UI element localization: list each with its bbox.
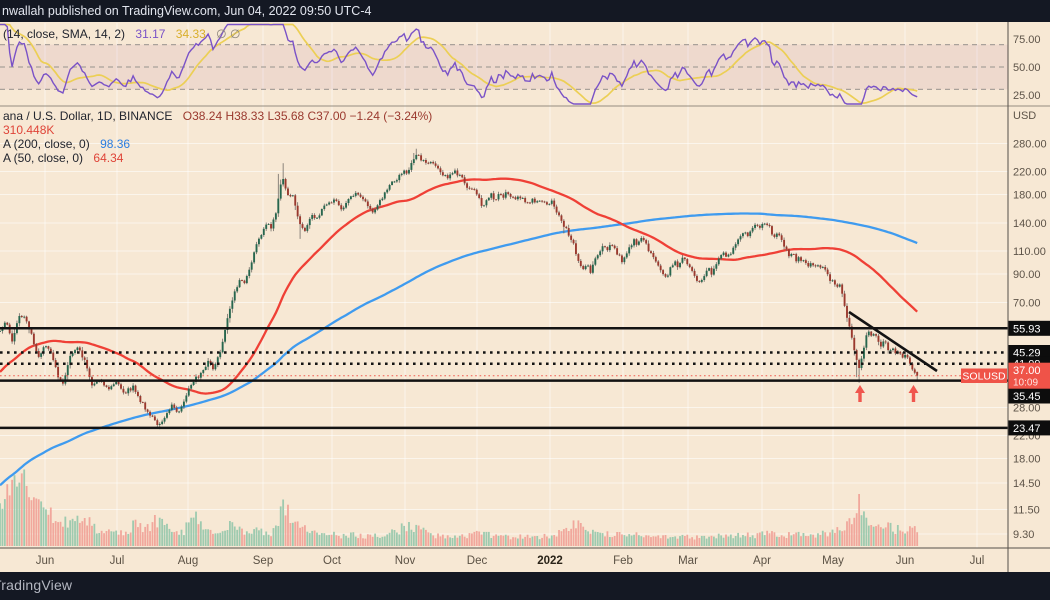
volume-legend: 310.448K — [3, 123, 61, 137]
horizontal-levels[interactable] — [0, 327, 1008, 430]
svg-text:9.30: 9.30 — [1013, 529, 1034, 541]
svg-text:220.00: 220.00 — [1013, 166, 1047, 178]
svg-text:Oct: Oct — [323, 555, 342, 567]
rsi-value: 31.17 — [135, 27, 166, 41]
svg-text:SOLUSD: SOLUSD — [962, 371, 1006, 383]
svg-text:Jun: Jun — [36, 555, 55, 567]
svg-text:Sep: Sep — [253, 555, 273, 567]
svg-text:Mar: Mar — [678, 555, 698, 567]
symbol-title: ana / U.S. Dollar, 1D, BINANCE — [3, 109, 173, 123]
brand-bar: TradingView — [0, 572, 1050, 600]
ma50-legend: A (50, close, 0) 64.34 — [3, 151, 130, 165]
ma200-label: A (200, close, 0) — [3, 137, 90, 151]
price-axis[interactable]: USD 280.00 220.00 180.00 140.00 110.00 90.00 70… — [1013, 34, 1047, 541]
chart-background — [0, 22, 1050, 572]
ma200-value: 98.36 — [100, 137, 131, 151]
svg-text:90.00: 90.00 — [1013, 269, 1041, 281]
rsi-legend: (14, close, SMA, 14, 2) 31.17 34.33 ∅ ∅ — [3, 27, 247, 41]
svg-text:280.00: 280.00 — [1013, 139, 1047, 151]
up-arrow-marker[interactable] — [908, 385, 919, 402]
svg-text:35.45: 35.45 — [1013, 391, 1041, 403]
rsi-sma-value: 34.33 — [175, 27, 206, 41]
rsi-plot — [0, 23, 918, 105]
up-arrow-marker[interactable] — [855, 385, 865, 402]
svg-text:50.00: 50.00 — [1013, 62, 1041, 74]
svg-text:180.00: 180.00 — [1013, 189, 1047, 201]
svg-text:37.00: 37.00 — [1013, 365, 1041, 377]
svg-text:28.00: 28.00 — [1013, 403, 1041, 415]
grid-layer — [0, 23, 1008, 548]
symbol-price-tag — [961, 368, 1007, 383]
ma50-line — [0, 177, 918, 395]
ma50-label: A (50, close, 0) — [3, 151, 84, 165]
svg-text:10:09: 10:09 — [1013, 378, 1038, 389]
svg-text:Jul: Jul — [110, 555, 125, 567]
ma50-value: 64.34 — [93, 151, 124, 165]
svg-text:USD: USD — [1013, 110, 1036, 122]
svg-text:May: May — [822, 555, 844, 567]
volume-bars — [0, 469, 919, 546]
svg-text:Feb: Feb — [613, 555, 633, 567]
svg-text:25.00: 25.00 — [1013, 90, 1041, 102]
svg-text:14.50: 14.50 — [1013, 478, 1041, 490]
svg-text:11.50: 11.50 — [1013, 505, 1040, 517]
svg-text:Dec: Dec — [467, 555, 488, 567]
svg-text:Apr: Apr — [753, 555, 771, 567]
svg-text:140.00: 140.00 — [1013, 218, 1047, 230]
volume-value: 310.448K — [3, 123, 55, 137]
current-price-label — [1008, 362, 1050, 389]
symbol-legend: ana / U.S. Dollar, 1D, BINANCE O38.24 H3… — [3, 109, 439, 123]
rsi-hidden-plots: ∅ ∅ — [216, 27, 241, 41]
trendline[interactable] — [848, 310, 938, 373]
svg-text:75.00: 75.00 — [1013, 34, 1041, 46]
tradingview-wordmark[interactable]: TradingView — [0, 577, 73, 593]
rsi-band — [0, 43, 1008, 91]
svg-text:70.00: 70.00 — [1013, 298, 1041, 310]
time-axis[interactable]: Jun Jul Aug Sep Oct Nov Dec 2022 Feb Mar Apr May Jun… — [36, 555, 985, 567]
svg-text:110.00: 110.00 — [1013, 246, 1046, 258]
candlestick-layer — [0, 148, 919, 430]
svg-text:55.93: 55.93 — [1013, 323, 1041, 335]
svg-text:Jul: Jul — [970, 555, 985, 567]
publish-text: nwallah published on TradingView.com, Ju… — [2, 4, 372, 18]
svg-text:Jun: Jun — [896, 555, 915, 567]
level-labels: 55.9345.2941.0935.4523.4737.0010:09SOLUS… — [961, 320, 1050, 436]
ma200-legend: A (200, close, 0) 98.36 — [3, 137, 137, 151]
svg-text:Nov: Nov — [395, 555, 416, 567]
publish-bar: nwallah published on TradingView.com, Ju… — [0, 0, 1050, 22]
rsi-params: (14, close, SMA, 14, 2) — [3, 27, 126, 41]
svg-text:2022: 2022 — [537, 555, 563, 567]
svg-text:Aug: Aug — [178, 555, 198, 567]
ohlc-values: O38.24 H38.33 L35.68 C37.00 −1.24 (−3.24… — [182, 109, 433, 123]
pane-separators — [0, 22, 1050, 572]
ma200-line — [0, 212, 918, 487]
svg-text:23.47: 23.47 — [1013, 423, 1041, 435]
svg-text:18.00: 18.00 — [1013, 453, 1041, 465]
